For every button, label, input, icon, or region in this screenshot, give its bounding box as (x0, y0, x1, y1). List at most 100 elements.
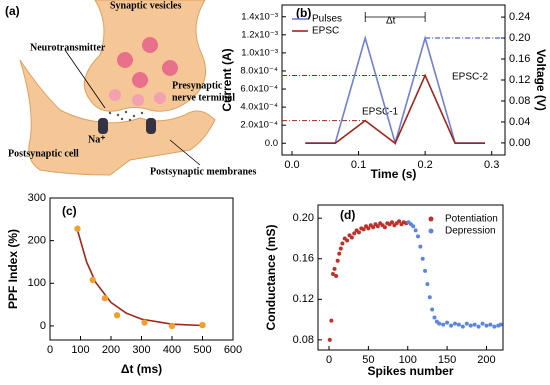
data-point (375, 224, 380, 229)
y-tick-label: 6.0x10⁻⁴ (240, 84, 278, 95)
y-tick-label: 0.0 (265, 138, 278, 149)
legend-swatch (428, 228, 434, 234)
y2-tick-label: 0.20 (509, 32, 530, 44)
y-tick-label: 0.08 (293, 334, 314, 346)
y2-tick-label: 0.08 (509, 95, 530, 107)
data-point (340, 241, 345, 246)
leader-line (64, 49, 106, 109)
data-point (397, 219, 402, 224)
diagram-label: Postsynaptic cell (8, 148, 79, 159)
annotation: EPSC-2 (452, 72, 489, 83)
data-point (361, 227, 366, 232)
data-point (113, 312, 121, 319)
legend-swatch (428, 216, 434, 222)
y-tick-label: 0.12 (293, 293, 314, 305)
diagram-label: nerve terminal (172, 92, 235, 103)
annotation: EPSC-1 (362, 107, 399, 118)
data-point (332, 266, 337, 271)
data-point (418, 244, 423, 249)
data-point (484, 323, 489, 328)
data-point (411, 224, 416, 229)
data-point (472, 322, 477, 327)
x-axis-label: Δt (ms) (121, 362, 162, 376)
diagram-label: Presynaptic (172, 80, 223, 91)
x-tick-label: 100 (71, 344, 89, 356)
y-tick-label: 0.20 (293, 212, 314, 224)
y2-tick-label: 0.04 (509, 116, 530, 128)
y-tick-label: 2.0x10⁻⁴ (240, 120, 278, 131)
diagram-label: Synaptic vesicles (110, 0, 181, 11)
y-tick-label: 0 (40, 320, 46, 332)
data-point (498, 322, 503, 327)
receptor (146, 118, 156, 134)
data-point (338, 246, 343, 251)
vesicle (109, 89, 121, 101)
series-line (305, 35, 486, 146)
y-axis-label: PPF Index (%) (6, 229, 20, 309)
data-point (452, 321, 457, 326)
y-tick-label: 200 (28, 235, 46, 247)
y-tick-label: 1.4x10⁻³ (241, 11, 278, 22)
diagram-label: Na⁺ (88, 134, 106, 145)
vesicle (142, 37, 158, 53)
postsynaptic-cell (19, 59, 216, 176)
data-point (168, 322, 176, 330)
x-tick-label: 0.0 (284, 159, 299, 171)
x-tick-label: 500 (193, 344, 211, 356)
y2-tick-label: 0.24 (509, 11, 530, 23)
data-point (413, 228, 418, 233)
x-tick-label: 0.1 (351, 159, 366, 171)
x-axis-label: Spikes number (367, 364, 453, 378)
panel-label: (d) (340, 208, 355, 222)
data-point (492, 324, 497, 329)
data-point (371, 225, 376, 230)
legend-label: Potentiation (445, 214, 498, 225)
y-axis-label: Conductance (mS) (264, 224, 278, 330)
legend-label: Depression (445, 226, 496, 237)
leader-line (169, 139, 201, 166)
plot-frame (317, 204, 504, 351)
vesicle (162, 60, 178, 76)
x-tick-label: 50 (362, 354, 374, 366)
data-point (445, 320, 450, 325)
data-point (101, 295, 109, 302)
annotation: Δt (386, 16, 396, 27)
diagram-label: Postsynaptic membranes (150, 166, 256, 177)
y2-tick-label: 0.16 (509, 53, 530, 65)
y-tick-label: 4.0x10⁻⁴ (240, 102, 278, 113)
vesicle (132, 72, 148, 88)
data-point (432, 315, 437, 320)
data-point (423, 268, 428, 273)
y-tick-label: 1.0x10⁻³ (241, 47, 278, 58)
y2-tick-label: 0.00 (509, 137, 530, 149)
data-point (460, 324, 465, 329)
x-tick-label: 400 (163, 344, 181, 356)
data-point (74, 225, 81, 232)
x-tick-label: 100 (399, 354, 417, 366)
data-point (415, 234, 420, 239)
x-tick-label: 0 (47, 344, 53, 356)
x-tick-label: 0.3 (484, 159, 499, 171)
x-tick-label: 0 (326, 354, 332, 366)
data-point (464, 321, 469, 326)
y2-tick-label: 0.12 (509, 74, 530, 86)
data-point (329, 318, 334, 323)
legend-label: EPSC (312, 26, 339, 37)
y-tick-label: 300 (28, 192, 46, 204)
data-point (427, 295, 432, 300)
x-axis-label: Time (s) (371, 167, 417, 181)
data-point (456, 322, 461, 327)
x-tick-label: 600 (224, 344, 242, 356)
panel-label: (b) (296, 6, 311, 20)
data-point (390, 220, 394, 225)
data-point (334, 273, 339, 278)
panel-label: (c) (62, 204, 77, 218)
data-point (382, 225, 387, 230)
x-tick-label: 200 (477, 354, 495, 366)
y-tick-label: 100 (28, 277, 46, 289)
data-point (199, 321, 206, 329)
data-point (420, 256, 425, 261)
data-point (488, 322, 493, 327)
data-point (330, 271, 335, 276)
series-line (76, 229, 203, 327)
